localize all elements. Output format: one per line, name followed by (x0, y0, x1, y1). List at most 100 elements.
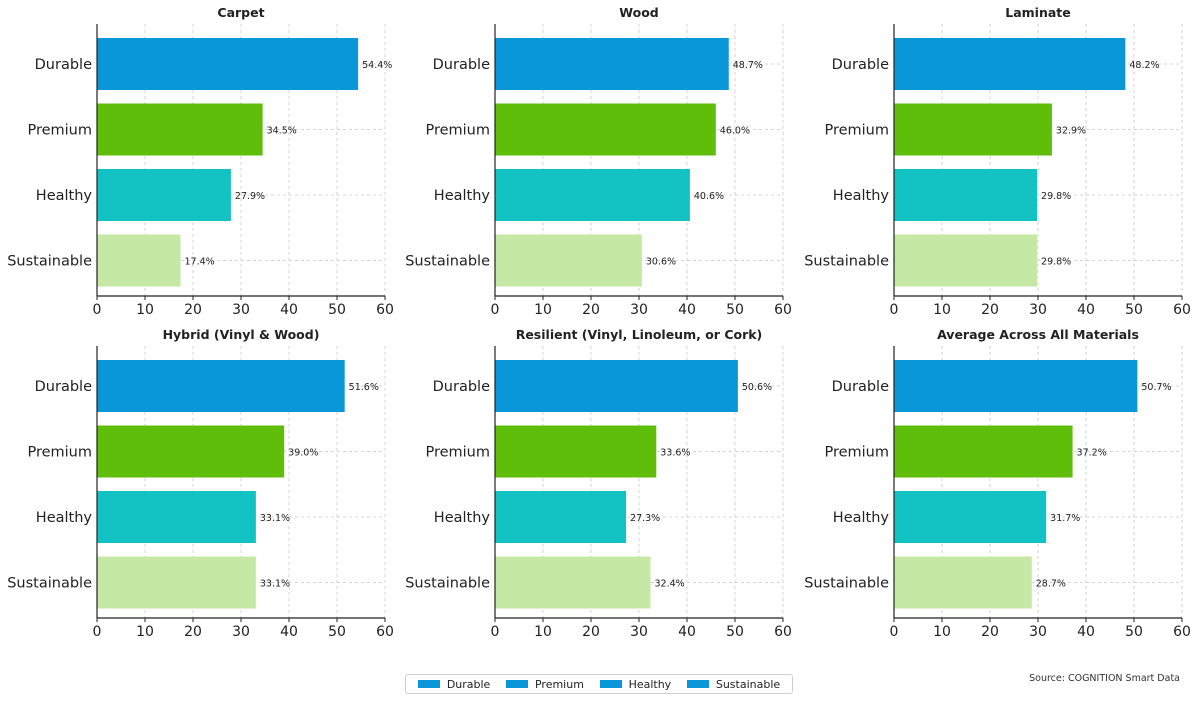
value-label: 32.4% (655, 579, 685, 590)
x-tick-label: 50 (328, 302, 346, 318)
x-tick-label: 40 (280, 624, 298, 640)
x-tick-label: 20 (184, 302, 202, 318)
value-label: 29.8% (1041, 191, 1071, 202)
value-label: 31.7% (1050, 513, 1080, 524)
bar-sustainable (894, 234, 1038, 287)
x-tick-label: 0 (491, 624, 500, 640)
category-label: Premium (824, 123, 889, 139)
x-tick-label: 20 (981, 624, 999, 640)
bar-premium (495, 103, 716, 156)
chart-panel-3: Laminate Durable 48.2% Premium 32.9% Healthy 2… (804, 5, 1191, 318)
chart-panel-4: Hybrid (Vinyl & Wood) Durable 51.6% Premium… (7, 327, 394, 640)
bar-premium (894, 103, 1052, 156)
legend: Durable Premium Healthy Sustainable (405, 674, 793, 694)
value-label: 50.6% (742, 382, 772, 393)
category-label: Premium (824, 445, 889, 461)
x-tick-label: 10 (933, 624, 951, 640)
value-label: 48.2% (1129, 60, 1159, 71)
value-label: 33.1% (260, 513, 290, 524)
value-label: 46.0% (720, 126, 750, 137)
x-tick-label: 20 (582, 302, 600, 318)
chart-title: Wood (619, 5, 658, 20)
chart-title: Average Across All Materials (937, 327, 1139, 342)
category-label: Healthy (833, 510, 890, 526)
category-label: Sustainable (7, 576, 92, 592)
source-note: Source: COGNITION Smart Data (1029, 673, 1180, 684)
chart-panel-2: Wood Durable 48.7% Premium 46.0% Healthy 40.6%… (405, 5, 792, 318)
bar-durable (495, 38, 729, 90)
legend-label: Sustainable (715, 677, 781, 691)
bar-healthy (495, 491, 627, 543)
chart-title: Hybrid (Vinyl & Wood) (163, 327, 320, 342)
x-tick-label: 10 (933, 302, 951, 318)
value-label: 28.7% (1036, 579, 1066, 590)
bar-durable (495, 360, 738, 412)
value-label: 33.1% (260, 579, 290, 590)
bar-healthy (495, 169, 690, 221)
bar-premium (495, 425, 657, 478)
x-tick-label: 40 (1077, 302, 1095, 318)
x-tick-label: 0 (491, 302, 500, 318)
x-tick-label: 50 (1125, 302, 1143, 318)
category-label: Durable (433, 57, 490, 73)
x-tick-label: 0 (890, 302, 899, 318)
category-label: Premium (27, 445, 92, 461)
value-label: 50.7% (1141, 382, 1171, 393)
bar-sustainable (495, 234, 642, 287)
value-label: 32.9% (1056, 126, 1086, 137)
x-tick-label: 30 (630, 624, 648, 640)
value-label: 17.4% (185, 257, 215, 268)
bar-premium (894, 425, 1073, 478)
legend-swatch (599, 680, 622, 688)
value-label: 34.5% (267, 126, 297, 137)
x-tick-label: 60 (376, 302, 394, 318)
category-label: Sustainable (405, 254, 490, 270)
x-tick-label: 60 (376, 624, 394, 640)
x-tick-label: 20 (582, 624, 600, 640)
x-tick-label: 50 (328, 624, 346, 640)
x-tick-label: 10 (136, 624, 154, 640)
bar-premium (97, 425, 285, 478)
category-label: Sustainable (804, 254, 889, 270)
value-label: 27.3% (630, 513, 660, 524)
x-tick-label: 60 (1173, 302, 1191, 318)
legend-item-durable: Durable (417, 678, 490, 691)
x-tick-label: 10 (136, 302, 154, 318)
category-label: Premium (27, 123, 92, 139)
legend-swatch (417, 680, 440, 688)
chart-title: Laminate (1005, 5, 1071, 20)
x-tick-label: 30 (232, 624, 250, 640)
category-label: Durable (832, 379, 889, 395)
bar-healthy (97, 491, 256, 543)
x-tick-label: 0 (93, 302, 102, 318)
bar-healthy (97, 169, 231, 221)
bar-durable (97, 38, 359, 90)
category-label: Premium (425, 445, 490, 461)
x-tick-label: 20 (184, 624, 202, 640)
category-label: Healthy (833, 188, 890, 204)
x-tick-label: 30 (1029, 624, 1047, 640)
legend-label: Premium (534, 677, 584, 691)
category-label: Durable (433, 379, 490, 395)
value-label: 54.4% (362, 60, 392, 71)
chart-panel-6: Average Across All Materials Durable 50.7%… (804, 327, 1191, 640)
value-label: 30.6% (646, 257, 676, 268)
category-label: Sustainable (405, 576, 490, 592)
bar-sustainable (97, 234, 181, 287)
bar-healthy (894, 169, 1038, 221)
bar-durable (97, 360, 345, 412)
category-label: Healthy (36, 510, 93, 526)
x-tick-label: 0 (93, 624, 102, 640)
x-tick-label: 40 (678, 302, 696, 318)
x-tick-label: 60 (774, 624, 792, 640)
bar-sustainable (495, 556, 651, 609)
chart-title: Resilient (Vinyl, Linoleum, or Cork) (516, 327, 763, 342)
value-label: 39.0% (288, 448, 318, 459)
legend-swatch (686, 680, 709, 688)
bar-durable (894, 38, 1126, 90)
value-label: 27.9% (235, 191, 265, 202)
bar-sustainable (894, 556, 1032, 609)
x-tick-label: 60 (1173, 624, 1191, 640)
value-label: 29.8% (1041, 257, 1071, 268)
